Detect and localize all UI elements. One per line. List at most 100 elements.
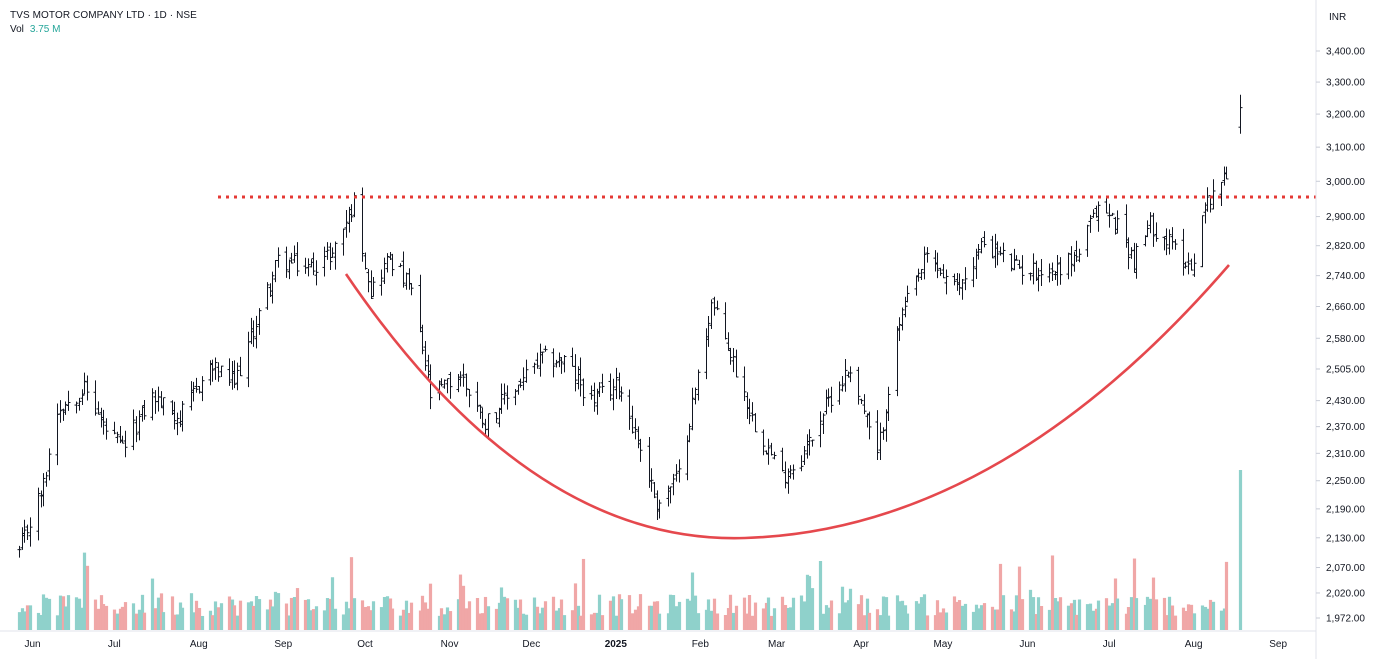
volume-bar: [766, 597, 771, 630]
volume-bar: [251, 605, 256, 630]
volume-bar: [524, 614, 529, 630]
price-tick-label: 2,020.00: [1326, 588, 1365, 599]
ohlc-bar: [439, 378, 444, 387]
ohlc-bar: [554, 359, 559, 368]
ohlc-bar: [448, 371, 453, 399]
volume-bar: [1094, 608, 1099, 630]
ohlc-bar: [1205, 187, 1210, 212]
volume-bar: [573, 583, 578, 630]
ohlc-bar: [671, 473, 676, 496]
volume-bar: [123, 602, 128, 630]
volume-bar: [1031, 597, 1036, 630]
ohlc-bar: [74, 401, 79, 414]
ohlc-bar: [153, 390, 158, 414]
volume-bar: [61, 596, 66, 630]
ohlc-bar: [952, 273, 957, 286]
time-axis[interactable]: Jun Jul Aug Sep Oct Nov Dec 2025 Feb Mar Apr May Jun…: [24, 639, 1287, 650]
volume-bar: [1088, 603, 1093, 630]
ohlc-bar: [1055, 254, 1060, 286]
currency-label: INR: [1329, 12, 1346, 23]
volume-bar: [709, 610, 714, 630]
volume-bar: [925, 615, 930, 630]
ohlc-bar: [862, 394, 867, 415]
volume-bar: [633, 609, 638, 630]
volume-bar: [540, 607, 545, 630]
ohlc-bar: [750, 402, 755, 422]
volume-bar: [1085, 604, 1090, 630]
ohlc-bar: [428, 364, 433, 410]
ohlc-bar: [753, 413, 758, 433]
ohlc-bar: [791, 464, 796, 480]
volume-bar: [385, 596, 390, 630]
volume-bar: [666, 613, 671, 630]
volume-bar: [865, 598, 870, 630]
volume-bar: [1066, 605, 1071, 630]
ohlc-bar: [22, 519, 27, 543]
volume-bar: [36, 612, 41, 630]
volume-bar: [47, 598, 52, 630]
volume-bar: [25, 605, 30, 630]
ohlc-bar: [944, 269, 949, 295]
volume-bar: [216, 607, 221, 630]
volume-bar: [420, 595, 425, 630]
price-tick-label: 2,580.00: [1326, 334, 1365, 345]
symbol-title: TVS MOTOR COMPANY LTD · 1D · NSE: [10, 10, 197, 21]
ohlc-bar: [80, 389, 85, 405]
volume-bar: [497, 602, 502, 630]
volume-bar: [862, 615, 867, 630]
volume-bar: [502, 596, 507, 630]
volume-bar: [875, 609, 880, 630]
ohlc-bar: [786, 468, 791, 494]
time-tick-label: Jul: [108, 639, 121, 650]
volume-bar: [232, 605, 237, 630]
volume-bar: [1055, 601, 1060, 630]
ohlc-bar: [41, 473, 46, 507]
volume-bar: [1050, 555, 1055, 630]
ohlc-bar: [685, 435, 690, 481]
ohlc-bar: [55, 403, 60, 466]
volume-bar: [1104, 598, 1109, 630]
volume-bar: [219, 603, 224, 630]
ohlc-bar: [513, 389, 518, 406]
ohlc-bar: [543, 345, 548, 352]
ohlc-bar: [630, 405, 635, 434]
ohlc-bar: [390, 253, 395, 277]
volume-bar: [363, 606, 368, 630]
volume-bar: [1014, 595, 1019, 630]
volume-bar: [1072, 599, 1077, 630]
ohlc-bar: [388, 251, 393, 260]
volume-bar: [344, 601, 349, 630]
volume-bar: [175, 614, 180, 630]
ohlc-bar: [867, 411, 872, 440]
ohlc-bar: [595, 388, 600, 415]
ohlc-bar: [1238, 94, 1243, 134]
volume-bar: [1129, 597, 1134, 630]
ohlc-bar: [1110, 212, 1115, 216]
volume-bar: [535, 606, 540, 630]
ohlc-bar: [47, 448, 52, 481]
volume-bar: [1034, 614, 1039, 630]
volume-bar: [592, 612, 597, 630]
price-tick-label: 2,505.00: [1326, 364, 1365, 375]
volume-bar: [578, 615, 583, 630]
ohlc-bar: [112, 421, 117, 435]
volume-bar: [1132, 558, 1137, 630]
ohlc-bar: [1126, 237, 1131, 270]
volume-bar: [74, 597, 79, 630]
volume-bar: [347, 608, 352, 630]
volume-bar: [903, 605, 908, 630]
ohlc-bar: [693, 387, 698, 405]
volume-bar: [636, 606, 641, 630]
volume-bar: [1036, 597, 1041, 630]
volume-bar: [178, 602, 183, 630]
ohlc-bar: [379, 269, 384, 296]
ohlc-bar: [516, 384, 521, 395]
ohlc-bar: [232, 360, 237, 389]
volume-bar: [745, 613, 750, 630]
volume-bar: [897, 601, 902, 630]
volume-bar: [1009, 609, 1014, 630]
volume-bar: [731, 612, 736, 630]
ohlc-bar: [780, 447, 785, 472]
price-axis[interactable]: 3,400.00 3,300.00 3,200.00 3,100.00 3,000.00…: [1316, 47, 1365, 625]
